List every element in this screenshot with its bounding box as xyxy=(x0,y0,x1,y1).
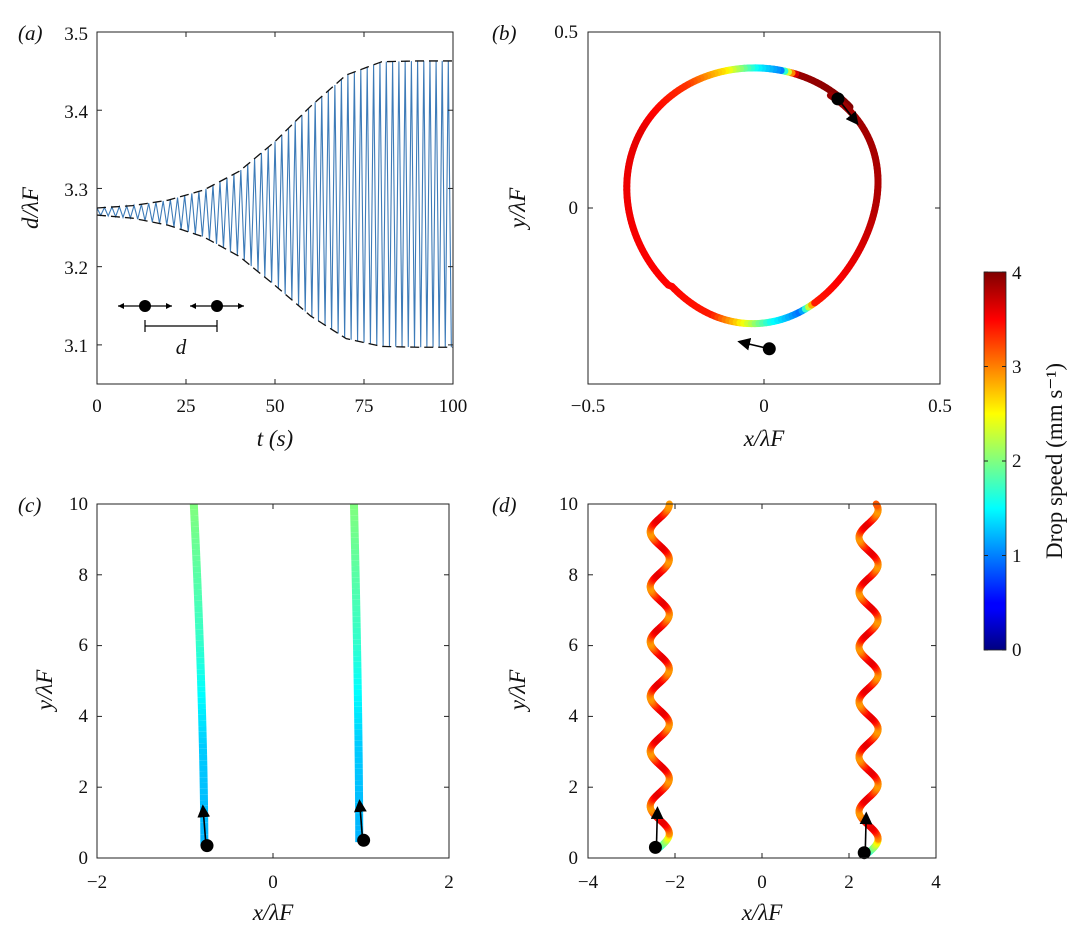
colorbar-ticks xyxy=(984,271,1006,651)
panel-c-xtick: 2 xyxy=(444,872,454,893)
panel-d-ytick: 4 xyxy=(569,706,579,727)
panel-a-ytick: 3.3 xyxy=(64,180,88,201)
panel-c-ytick: 2 xyxy=(79,777,89,798)
colorbar: 0 1 2 3 4 Drop speed (mm s⁻¹) xyxy=(983,263,1067,661)
inset-drop-left xyxy=(139,300,151,312)
panel-a-ytick: 3.5 xyxy=(64,24,88,45)
drop-marker xyxy=(648,840,662,854)
panel-d-ytick: 2 xyxy=(569,777,579,798)
panel-b-ytick: 0 xyxy=(569,198,579,219)
panel-a-ylabel: d/λF xyxy=(18,186,43,229)
panel-b-xtick: −0.5 xyxy=(571,396,605,417)
inset-distance-label: d xyxy=(176,335,187,359)
panel-d-axes-box xyxy=(587,503,937,859)
panel-a-xtick: 25 xyxy=(177,396,196,417)
drop-marker xyxy=(200,839,214,853)
velocity-arrow xyxy=(197,804,211,846)
panel-c-ticks xyxy=(96,503,450,859)
panel-b-xtick: 0 xyxy=(759,396,769,417)
panel-d-ytick: 10 xyxy=(559,494,578,515)
inset-arrowheads-left xyxy=(118,303,172,309)
panel-c: (c) −2 0 2 0 2 4 6 8 10 x/λF y/λF xyxy=(18,493,454,925)
panel-b-ytick: 0.5 xyxy=(554,22,578,43)
panel-c-xtick: −2 xyxy=(87,872,107,893)
envelope-upper xyxy=(97,60,453,209)
panel-a-ytick: 3.2 xyxy=(64,258,88,279)
panel-d-xtick: 2 xyxy=(844,872,854,893)
panel-a-label: (a) xyxy=(18,21,43,45)
panel-d-plot-area xyxy=(646,500,882,860)
drop-marker xyxy=(831,92,845,106)
panel-a-xlabel: t (s) xyxy=(257,426,293,451)
panel-b-xlabel: x/λF xyxy=(743,426,786,451)
panel-c-ytick: 8 xyxy=(79,565,89,586)
panel-b-label: (b) xyxy=(492,21,517,45)
panel-b-axes-box xyxy=(587,31,941,385)
colorbar-label: Drop speed (mm s⁻¹) xyxy=(1042,363,1067,559)
panel-a-inset: d xyxy=(118,300,244,359)
panel-c-xtick: 0 xyxy=(268,872,278,893)
panel-a-ytick: 3.1 xyxy=(64,336,88,357)
panel-a-xtick: 75 xyxy=(355,396,374,417)
panel-d-ticks xyxy=(587,503,937,859)
panel-d-label: (d) xyxy=(492,493,517,517)
inset-drop-right xyxy=(211,300,223,312)
colorbar-tick: 4 xyxy=(1012,263,1022,284)
panel-d: (d) −4 −2 0 2 4 0 2 4 6 8 10 x/λF y/λF xyxy=(492,493,941,925)
panel-d-ytick: 6 xyxy=(569,635,579,656)
colorbar-tick: 1 xyxy=(1012,546,1022,567)
panel-c-label: (c) xyxy=(18,493,41,517)
panel-b-ticks xyxy=(587,31,941,385)
panel-a-xtick: 0 xyxy=(92,396,102,417)
panel-d-xtick: −2 xyxy=(665,872,685,893)
panel-c-axes-box xyxy=(96,503,450,859)
panel-c-xlabel: x/λF xyxy=(252,900,295,925)
drop-marker xyxy=(857,846,871,860)
drop-marker xyxy=(357,833,371,847)
panel-c-ylabel: y/λF xyxy=(32,669,57,713)
colorbar-tick: 0 xyxy=(1012,640,1022,661)
colorbar-tick: 3 xyxy=(1012,357,1022,378)
velocity-arrow xyxy=(354,799,367,841)
panel-c-ytick: 4 xyxy=(79,706,89,727)
panel-b: (b) −0.5 0 0.5 0 0.5 x/λF y/λF xyxy=(492,21,952,451)
panel-b-plot-area xyxy=(623,64,882,356)
panel-c-ytick: 0 xyxy=(79,848,89,869)
panel-b-xtick: 0.5 xyxy=(928,396,952,417)
panel-d-ytick: 0 xyxy=(569,848,579,869)
panel-d-ytick: 8 xyxy=(569,565,579,586)
panel-d-ylabel: y/λF xyxy=(505,669,530,713)
panel-a-xtick: 100 xyxy=(439,396,468,417)
panel-c-ytick: 10 xyxy=(69,494,88,515)
colorbar-tick: 2 xyxy=(1012,451,1022,472)
panel-a-plot-area xyxy=(97,60,453,348)
panel-a-ticks xyxy=(96,31,454,384)
panel-d-xlabel: x/λF xyxy=(741,900,784,925)
panel-a-xtick: 50 xyxy=(266,396,285,417)
panel-d-xtick: −4 xyxy=(578,872,599,893)
panel-a-ytick: 3.4 xyxy=(64,102,88,123)
envelope-lower xyxy=(97,214,453,348)
panel-c-plot-area xyxy=(189,503,371,853)
oscillation-series xyxy=(97,60,452,348)
panel-b-ylabel: y/λF xyxy=(505,187,530,231)
panel-a: (a) 0 25 50 75 100 3.1 3.2 3.3 3.4 3.5 t… xyxy=(18,21,467,451)
inset-arrowheads-right xyxy=(190,303,244,309)
drop-marker xyxy=(762,342,776,356)
panel-c-ytick: 6 xyxy=(79,635,89,656)
panel-d-xtick: 0 xyxy=(757,872,767,893)
panel-d-xtick: 4 xyxy=(931,872,941,893)
